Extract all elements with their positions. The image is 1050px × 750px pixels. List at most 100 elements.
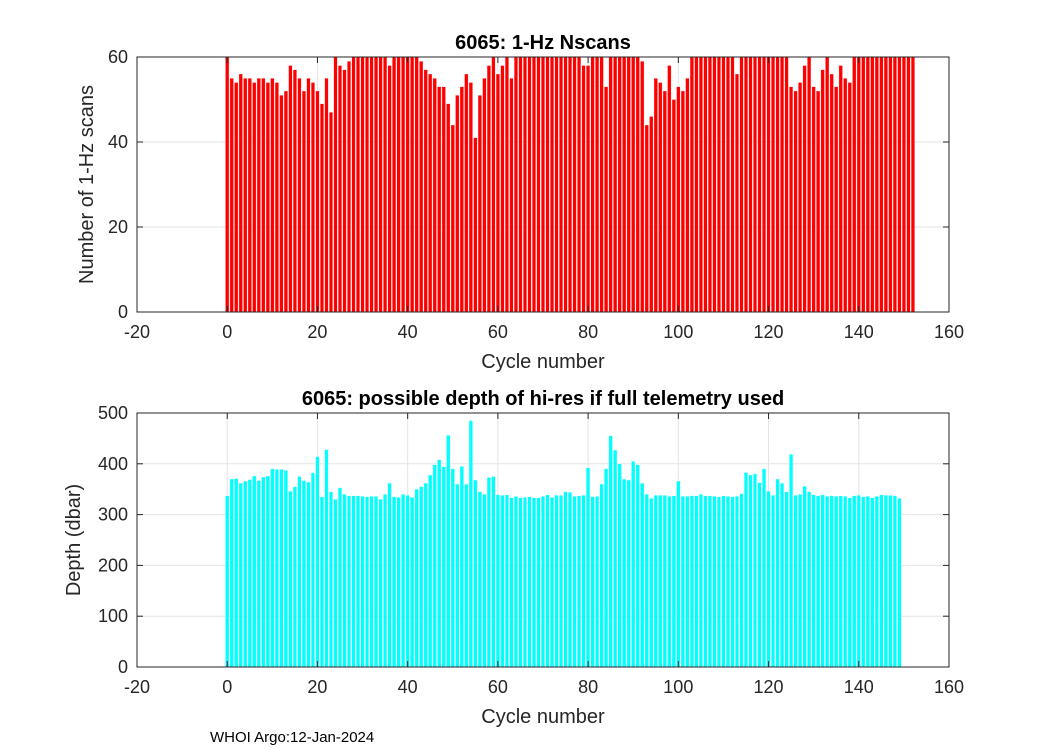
- bar: [784, 491, 789, 668]
- bar: [730, 496, 735, 668]
- bar: [468, 82, 473, 313]
- bar: [532, 56, 536, 313]
- bar: [568, 56, 573, 313]
- bar: [771, 495, 776, 668]
- bar: [423, 69, 428, 313]
- bar: [689, 495, 694, 668]
- bar: [631, 461, 636, 668]
- bar: [843, 78, 848, 313]
- bar: [320, 103, 324, 313]
- bar: [527, 56, 532, 313]
- bar: [338, 487, 342, 668]
- bar: [383, 494, 388, 668]
- bar: [374, 496, 379, 668]
- bar: [694, 495, 699, 668]
- bar: [865, 56, 870, 313]
- bar: [626, 479, 631, 668]
- y-tick-label: 20: [108, 217, 128, 237]
- x-tick-label: 0: [222, 322, 232, 342]
- bar: [892, 56, 897, 313]
- bar: [306, 481, 311, 668]
- bar: [238, 482, 243, 668]
- bar: [649, 116, 654, 313]
- bar: [495, 494, 500, 668]
- x-tick-label: 20: [307, 677, 327, 697]
- bar: [292, 486, 297, 668]
- bar: [455, 483, 460, 668]
- bar: [640, 61, 645, 313]
- x-tick-labels: -20 0 20 40 60 80 100 120 140 160: [124, 57, 964, 342]
- axes-frame: [136, 56, 950, 313]
- bar: [513, 56, 518, 313]
- bar: [581, 65, 586, 313]
- bar: [563, 491, 568, 668]
- bar: [883, 495, 888, 668]
- bar: [834, 86, 839, 313]
- bar: [726, 56, 730, 313]
- bar: [356, 495, 360, 668]
- bar: [225, 56, 230, 313]
- bar: [477, 95, 482, 313]
- bar: [238, 73, 243, 313]
- bar: [820, 69, 825, 313]
- bar: [789, 86, 794, 313]
- bar: [653, 78, 658, 313]
- bar: [473, 479, 478, 668]
- bar: [550, 56, 554, 313]
- bar: [274, 82, 279, 313]
- bar: [622, 56, 627, 313]
- bar: [658, 82, 663, 313]
- bar: [838, 495, 843, 668]
- bar: [870, 497, 875, 668]
- bar: [820, 494, 825, 668]
- bar: [590, 496, 595, 668]
- bar: [595, 496, 600, 668]
- bar: [852, 495, 857, 668]
- bar: [811, 494, 816, 668]
- bar: [509, 497, 514, 668]
- bar: [234, 82, 239, 313]
- bar: [730, 56, 735, 313]
- x-tick-label: 0: [222, 677, 232, 697]
- bar: [735, 73, 739, 313]
- bar: [775, 478, 780, 668]
- bar: [784, 56, 789, 313]
- bar: [473, 137, 478, 313]
- bar: [861, 56, 866, 313]
- bar: [545, 494, 550, 668]
- bar: [798, 494, 803, 668]
- bar: [892, 495, 897, 668]
- bar: [405, 56, 410, 313]
- bar: [753, 473, 757, 668]
- x-tick-label: 140: [844, 322, 874, 342]
- bar: [419, 61, 424, 313]
- bar: [428, 474, 433, 668]
- bar: [387, 482, 392, 668]
- bar: [378, 499, 383, 668]
- bar: [265, 82, 270, 313]
- bar: [856, 56, 861, 313]
- bar: [432, 464, 437, 668]
- y-tick-label: 60: [108, 47, 128, 67]
- bar: [572, 496, 577, 668]
- bar: [279, 95, 284, 313]
- bar: [247, 479, 252, 668]
- bar: [545, 56, 550, 313]
- bar: [274, 469, 279, 668]
- bar: [843, 496, 848, 668]
- bar: [270, 78, 275, 313]
- bar: [378, 56, 383, 313]
- bar: [504, 56, 509, 313]
- bar: [554, 56, 559, 313]
- bar: [541, 496, 545, 668]
- bar: [856, 495, 861, 668]
- bar: [396, 56, 401, 313]
- bar: [748, 56, 753, 313]
- bar: [374, 56, 379, 313]
- bar: [897, 56, 902, 313]
- footer-credit: WHOI Argo:12-Jan-2024: [210, 729, 374, 746]
- x-tick-label: 80: [578, 322, 598, 342]
- bar: [243, 480, 248, 668]
- bar: [414, 489, 419, 668]
